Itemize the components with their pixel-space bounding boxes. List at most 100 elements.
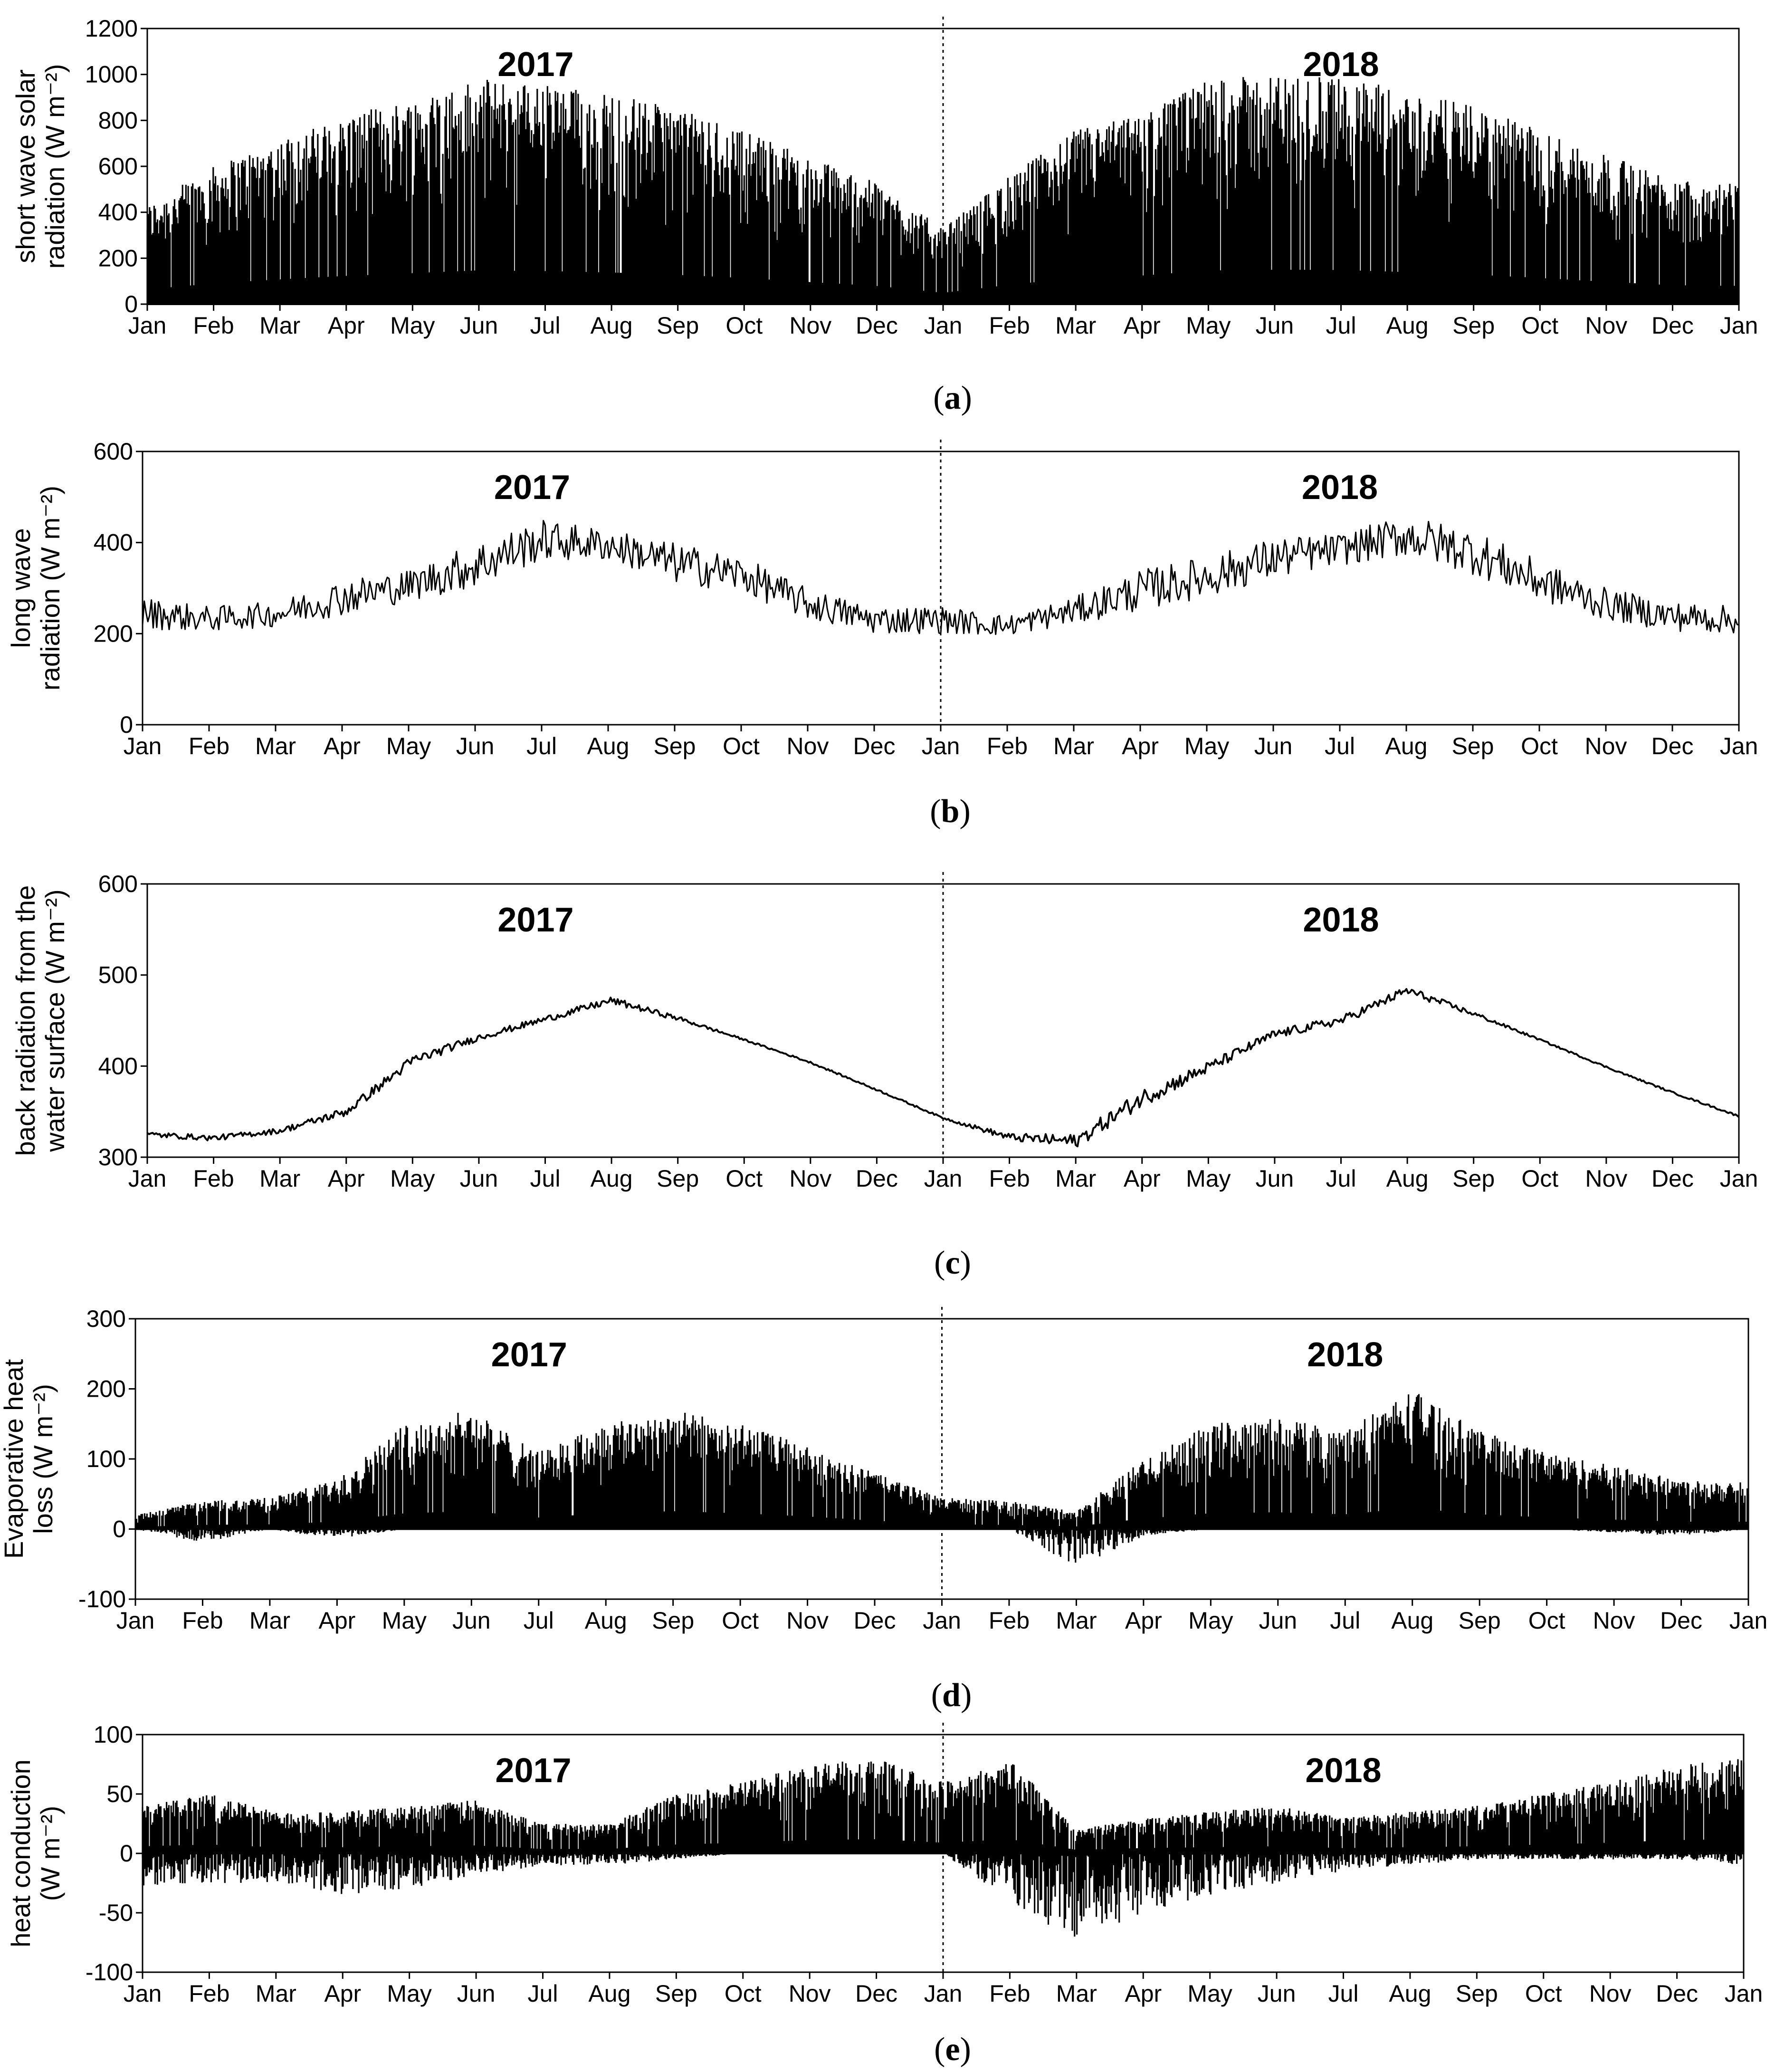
x-tick-label: Aug (588, 1980, 630, 2007)
x-tick-label: Jul (530, 1165, 561, 1192)
x-tick-label: Jun (1256, 1165, 1294, 1192)
x-tick-label: Mar (249, 1607, 290, 1634)
y-tick-label: 400 (94, 529, 133, 556)
y-tick-label: 200 (94, 620, 133, 647)
year-label: 2018 (1303, 901, 1379, 939)
x-tick-label: Aug (1386, 1165, 1429, 1192)
x-tick-label: Jun (1254, 733, 1293, 759)
x-tick-label: Jun (452, 1607, 491, 1634)
x-tick-label: Mar (259, 312, 300, 339)
x-tick-label: Apr (1125, 1607, 1162, 1634)
year-label: 2018 (1307, 1336, 1383, 1374)
y-tick-label: -100 (86, 1959, 133, 1986)
series-marks (134, 1394, 1749, 1563)
x-tick-label: Jan (1720, 1165, 1758, 1192)
x-tick-label: Feb (989, 1165, 1030, 1192)
x-tick-label: Jun (457, 1980, 496, 2007)
y-tick-label: 200 (86, 1376, 126, 1402)
x-tick-label: Jan (1720, 733, 1758, 759)
x-tick-label: Jul (1330, 1607, 1360, 1634)
x-tick-label: Mar (1055, 312, 1096, 339)
x-tick-label: Mar (1055, 1165, 1096, 1192)
x-tick-label: Nov (1589, 1980, 1632, 2007)
year-label: 2017 (494, 469, 570, 507)
x-tick-label: Aug (1385, 733, 1428, 759)
x-tick-label: Jan (124, 733, 162, 759)
x-tick-label: Jan (1729, 1607, 1768, 1634)
y-tick-label: 400 (98, 1053, 138, 1079)
x-tick-label: Sep (1459, 1607, 1501, 1634)
year-label: 2017 (491, 1336, 567, 1374)
caption-paren-open: ( (934, 2031, 945, 2068)
y-tick-label: -50 (99, 1899, 133, 1926)
year-label: 2018 (1305, 1752, 1381, 1790)
x-tick-label: Nov (789, 312, 831, 339)
x-tick-label: May (1186, 1165, 1231, 1192)
x-tick-label: Feb (987, 733, 1028, 759)
x-tick-label: Jul (1326, 1165, 1356, 1192)
series-bars (134, 1394, 1749, 1563)
x-tick-label: Feb (193, 312, 234, 339)
y-tick-label: 300 (98, 1144, 138, 1170)
caption-paren-close: ) (960, 1245, 971, 1281)
caption-paren-open: ( (930, 793, 941, 830)
y-tick-label: 200 (98, 245, 138, 271)
caption-letter: a (945, 380, 961, 416)
x-tick-label: Nov (787, 733, 829, 759)
x-tick-label: Nov (1585, 1165, 1627, 1192)
x-tick-label: Sep (657, 1165, 699, 1192)
y-tick-label: 400 (98, 199, 138, 226)
x-tick-label: Oct (1521, 733, 1558, 759)
y-tick-label: 600 (98, 153, 138, 180)
x-tick-label: Sep (657, 312, 699, 339)
x-tick-label: Jul (1325, 733, 1355, 759)
y-axis-label: short wave solar (10, 69, 40, 263)
x-tick-label: Jun (460, 312, 498, 339)
x-tick-label: Mar (1056, 1607, 1097, 1634)
x-tick-label: Sep (1452, 312, 1495, 339)
x-tick-label: Feb (189, 733, 229, 759)
panel-c: 300 400 500 600 Jan Feb Mar Apr May Jun Jul Aug Sep O… (10, 871, 1758, 1281)
x-tick-label: Aug (1386, 312, 1429, 339)
x-tick-label: May (382, 1607, 427, 1634)
x-tick-label: Sep (1452, 1165, 1495, 1192)
panel-caption: (a) (933, 380, 972, 416)
y-tick-label: 300 (86, 1305, 126, 1332)
y-axis-label: radiation (W m⁻²) (35, 486, 65, 691)
year-label: 2017 (495, 1752, 571, 1790)
x-tick-label: Mar (1053, 733, 1094, 759)
x-tick-label: Mar (1056, 1980, 1097, 2007)
x-tick-label: Dec (854, 1607, 896, 1634)
caption-paren-close: ) (961, 1677, 972, 1714)
x-tick-label: Oct (725, 312, 763, 339)
x-tick-label: Aug (1391, 1607, 1433, 1634)
x-tick-label: Jul (526, 733, 557, 759)
y-tick-label: 0 (120, 711, 133, 738)
y-tick-label: 100 (94, 1721, 133, 1748)
x-tick-label: Sep (655, 1980, 697, 2007)
x-tick-label: Apr (328, 312, 365, 339)
x-tick-label: May (386, 733, 431, 759)
x-tick-label: Apr (1125, 1980, 1162, 2007)
y-axis-label: radiation (W m⁻²) (40, 64, 70, 269)
x-tick-label: Mar (256, 1980, 296, 2007)
x-tick-label: Apr (324, 1980, 361, 2007)
caption-letter: b (941, 793, 960, 830)
panel-caption: (e) (934, 2031, 971, 2068)
x-tick-label: Apr (1122, 733, 1159, 759)
y-axis-label: back radiation from the (10, 885, 40, 1156)
y-tick-label: 0 (120, 1840, 133, 1867)
x-tick-label: Feb (193, 1165, 234, 1192)
x-tick-label: Jan (923, 1607, 961, 1634)
y-axis-label: loss (W m⁻²) (28, 1384, 58, 1534)
x-tick-label: Feb (989, 1607, 1030, 1634)
panel-d: -100 0 100 200 300 Jan Feb Mar Apr May Jun Jul Aug Se… (0, 1305, 1767, 1714)
x-tick-label: Jan (922, 733, 960, 759)
x-tick-label: Nov (789, 1980, 831, 2007)
x-tick-label: Jun (1259, 1607, 1297, 1634)
x-tick-label: Jan (1725, 1980, 1763, 2007)
x-tick-label: Jan (128, 1165, 167, 1192)
x-tick-label: Oct (725, 1980, 762, 2007)
y-tick-label: 500 (98, 962, 138, 988)
